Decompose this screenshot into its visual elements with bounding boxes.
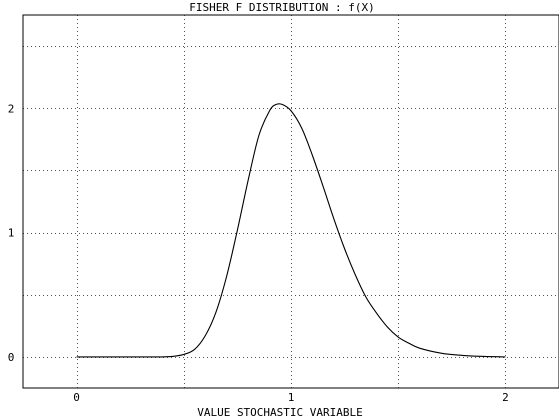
y-tick-label: 1 [8, 227, 15, 240]
x-axis-ticks: 0 1 2 [73, 391, 508, 404]
y-axis-ticks: 0 1 2 [8, 102, 15, 364]
x-tick-label: 2 [502, 391, 509, 404]
x-tick-label: 0 [73, 391, 80, 404]
density-curve [76, 103, 506, 358]
chart-title: FISHER F DISTRIBUTION : f(X) [189, 1, 374, 14]
plot-frame [22, 14, 559, 389]
y-tick-label: 0 [8, 351, 15, 364]
x-axis-label: VALUE STOCHASTIC VARIABLE [197, 406, 363, 419]
x-tick-label: 1 [288, 391, 295, 404]
series-group [76, 103, 506, 358]
y-tick-label: 2 [8, 102, 15, 115]
grid [23, 15, 559, 388]
